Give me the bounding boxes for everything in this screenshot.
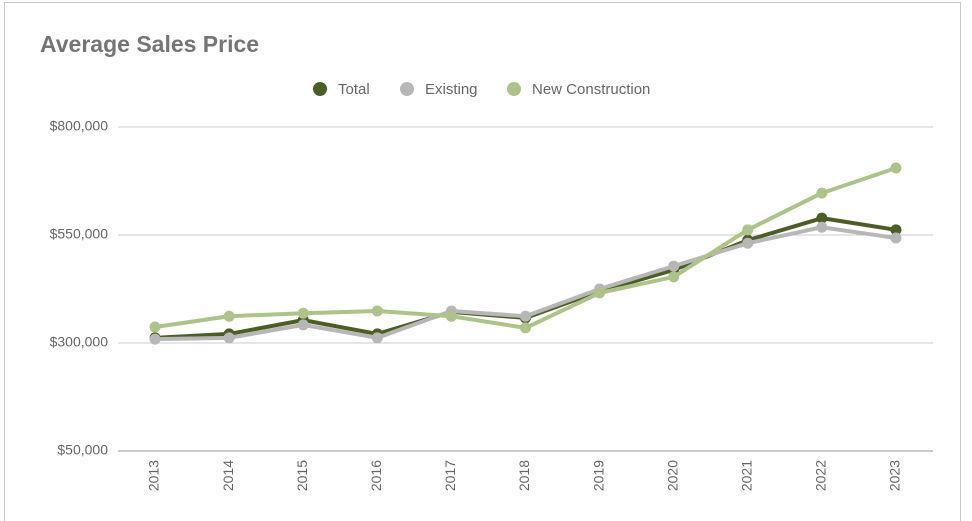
x-tick-label: 2021 bbox=[738, 460, 754, 491]
data-point bbox=[890, 232, 902, 244]
data-point bbox=[742, 237, 754, 249]
data-point bbox=[594, 287, 606, 299]
data-point bbox=[371, 305, 383, 317]
x-tick-label: 2019 bbox=[590, 460, 606, 491]
data-point bbox=[297, 319, 309, 331]
x-tick-label: 2015 bbox=[294, 460, 310, 491]
data-point bbox=[816, 187, 828, 199]
data-point bbox=[445, 310, 457, 322]
data-point bbox=[816, 212, 828, 224]
data-point bbox=[890, 162, 902, 174]
data-point bbox=[890, 224, 902, 236]
data-point bbox=[223, 310, 235, 322]
x-tick-label: 2022 bbox=[813, 460, 829, 491]
data-point bbox=[520, 322, 531, 334]
legend-marker bbox=[400, 82, 414, 96]
legend-marker bbox=[313, 82, 327, 96]
data-point bbox=[742, 224, 754, 236]
legend-label: Total bbox=[338, 81, 370, 98]
data-point bbox=[149, 321, 161, 333]
legend-label: New Construction bbox=[532, 81, 650, 98]
data-point bbox=[297, 307, 309, 319]
chart-frame bbox=[4, 2, 961, 521]
data-point bbox=[223, 332, 235, 344]
data-point bbox=[371, 332, 383, 344]
x-tick-label: 2023 bbox=[887, 460, 903, 491]
y-tick-label: $800,000 bbox=[50, 118, 109, 134]
x-tick-label: 2013 bbox=[146, 460, 162, 491]
x-tick-label: 2017 bbox=[442, 460, 458, 491]
x-tick-label: 2020 bbox=[664, 460, 680, 491]
y-tick-label: $300,000 bbox=[50, 334, 109, 350]
chart-title: Average Sales Price bbox=[40, 31, 259, 57]
x-tick-label: 2018 bbox=[516, 460, 532, 491]
data-point bbox=[668, 260, 680, 272]
y-tick-label: $550,000 bbox=[50, 226, 109, 242]
y-tick-label: $50,000 bbox=[57, 442, 108, 458]
data-point bbox=[816, 221, 828, 233]
x-tick-label: 2016 bbox=[368, 460, 384, 491]
data-point bbox=[668, 271, 680, 283]
data-point bbox=[520, 310, 531, 322]
legend-label: Existing bbox=[425, 81, 478, 98]
legend-marker bbox=[507, 82, 521, 96]
x-tick-label: 2014 bbox=[220, 460, 236, 491]
data-point bbox=[149, 333, 161, 345]
